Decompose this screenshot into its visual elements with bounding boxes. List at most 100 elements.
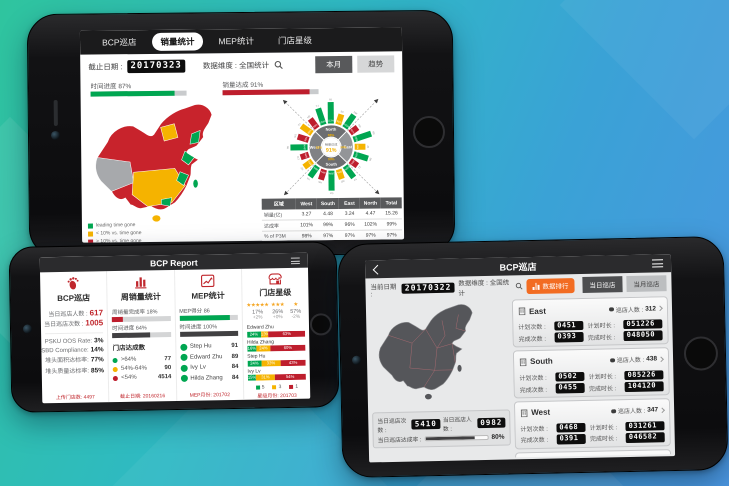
radial-bar: 95% SX bbox=[335, 110, 344, 126]
region-done-count-value: 0455 bbox=[555, 383, 586, 394]
tab-sales-stats[interactable]: 销量统计 bbox=[152, 32, 203, 51]
table-cell: 99% bbox=[316, 219, 340, 231]
radial-bar: 112% BJ bbox=[327, 98, 335, 124]
tab-store-stars[interactable]: 门店星级 bbox=[277, 35, 313, 46]
map-region-green bbox=[189, 129, 201, 145]
china-map-patrol[interactable] bbox=[370, 300, 510, 411]
menu-icon[interactable] bbox=[290, 257, 300, 264]
region-plan-count-label: 计划次数 : bbox=[520, 426, 548, 434]
region-plan-count-value: 0502 bbox=[555, 371, 585, 382]
people-dot-icon bbox=[609, 307, 614, 312]
panel-footer: MEP月份: 201702 bbox=[189, 392, 231, 399]
date-label: 当前日期 : bbox=[370, 283, 397, 298]
table-cell: 97% bbox=[381, 229, 403, 241]
table-cell: 销量(亿) bbox=[261, 209, 297, 221]
radial-bar-label: HN bbox=[318, 180, 322, 184]
radial-bar: 96% XJ bbox=[298, 122, 314, 136]
people-dot-icon bbox=[611, 408, 616, 414]
chevron-right-icon bbox=[657, 305, 663, 312]
date-label: 截止日期 : bbox=[88, 62, 123, 72]
summary-rate-label: 当日巡店达成率 : bbox=[377, 437, 422, 445]
region-card-south[interactable]: South 巡店人数 :438 计划次数 : 0502 计划时长 : 085226 完成次数… bbox=[512, 347, 670, 399]
radial-bar: 89%HE bbox=[307, 115, 320, 130]
day-patrol-button[interactable]: 当日巡店 bbox=[582, 276, 623, 293]
star-icons: ★ bbox=[293, 301, 298, 308]
sales-dashboard-screen: BCP巡店 销量统计 MEP统计 门店星级 截止日期 : 20170323 数据… bbox=[79, 27, 405, 243]
panel-weekly-sales: 周销量统计 周销量完成率 18% 时间进度 64% 门店达成数 >64% 77 54… bbox=[107, 269, 177, 403]
tab-bcp-patrol[interactable]: BCP巡店 bbox=[101, 37, 137, 48]
quadrant-pct: 92% bbox=[316, 146, 323, 150]
person-bar: 15% 31% 54% bbox=[247, 373, 306, 381]
month-patrol-button[interactable]: 当月巡店 bbox=[626, 275, 667, 293]
region-done-count-value: 0393 bbox=[554, 332, 584, 343]
person-score: 89 bbox=[231, 353, 239, 360]
data-rank-button[interactable]: 数据排行 bbox=[526, 277, 575, 294]
mep-person-row: Edward Zhu 89 bbox=[179, 353, 239, 361]
panel-footer: 截止日期: 20160216 bbox=[120, 393, 166, 400]
achieve-label: 54%-64% bbox=[120, 365, 148, 372]
panel-title: MEP统计 bbox=[191, 291, 225, 301]
achieve-value: 90 bbox=[164, 365, 172, 372]
radial-bar-pct: 99% bbox=[312, 165, 318, 171]
table-cell: % of P3M bbox=[262, 230, 297, 242]
region-plan-count-value: 0451 bbox=[554, 320, 584, 331]
quadrant-name: East bbox=[344, 144, 353, 149]
radial-bar-label: NM bbox=[353, 111, 358, 116]
quadrant-name: North bbox=[326, 127, 337, 132]
map-legend: leading time gone < 10% vs. time gone > 10… bbox=[87, 220, 142, 243]
radial-bar-label: TJ bbox=[316, 104, 320, 108]
china-map-sales[interactable] bbox=[85, 99, 258, 235]
radial-bar: 94% JS bbox=[354, 143, 369, 150]
camera-icon bbox=[50, 130, 61, 140]
bcp-stats: PSKU OOS Rate: 3% SBD Compliance: 14% 堆头面积达标… bbox=[41, 336, 104, 377]
quadrant-name: West bbox=[310, 145, 320, 150]
region-done-duration-label: 完成时长 : bbox=[587, 334, 616, 342]
achieve-row: <54% 4514 bbox=[113, 374, 171, 381]
metric-value: 1005 bbox=[85, 318, 104, 328]
stat-label: SBD Compliance: bbox=[41, 346, 89, 354]
person-bar-row: Edward Zhu 24% 13% 63% bbox=[247, 324, 306, 338]
region-people-value: 312 bbox=[645, 304, 657, 313]
menu-icon[interactable] bbox=[651, 259, 664, 268]
tab-mep-stats[interactable]: MEP统计 bbox=[218, 35, 254, 47]
person-avatar-icon bbox=[180, 364, 188, 372]
trend-button[interactable]: 趋势 bbox=[357, 55, 395, 73]
map-region-gray bbox=[95, 156, 134, 192]
achieve-row: >64% 77 bbox=[112, 356, 171, 363]
radial-bar-pct: 109% bbox=[327, 172, 334, 175]
region-plan-count-label: 计划次数 : bbox=[519, 375, 547, 383]
map-region-yellow bbox=[131, 168, 186, 207]
region-plan-duration-label: 计划时长 : bbox=[588, 374, 617, 381]
legend-swatch bbox=[88, 239, 94, 243]
region-card-west[interactable]: West 巡店人数 :347 计划次数 : 0468 计划时长 : 031261 完成次数 … bbox=[513, 397, 671, 450]
region-name: South bbox=[530, 356, 553, 367]
bcp-patrol-screen: BCP巡店 当前日期 : 20170322 数据维度 : 全国统计 数据排行 当… bbox=[364, 254, 676, 463]
table-cell: 达成率 bbox=[261, 219, 297, 232]
bg-chevron bbox=[559, 0, 729, 140]
sales-radial-chart[interactable]: 89%HE103%TJ112%BJ95%SX101%NM86%AH106%SD9… bbox=[264, 96, 399, 197]
region-plan-duration-value: 031261 bbox=[625, 421, 665, 432]
search-icon[interactable] bbox=[515, 282, 523, 290]
stat-label: 堆头面积达标率: bbox=[45, 357, 89, 365]
person-avatar-icon bbox=[180, 374, 188, 382]
region-stats: 计划次数 : 0451 计划时长 : 051226 完成次数 : 0393 完成时长 : 04… bbox=[518, 319, 663, 343]
region-done-count-label: 完成次数 : bbox=[519, 387, 548, 394]
search-icon[interactable] bbox=[274, 60, 283, 70]
region-card-north[interactable]: North巡店人数 :258计划次数 :0273计划时长 :025221完成次数… bbox=[514, 448, 672, 458]
quadrant-pct: 94% bbox=[340, 145, 347, 149]
radial-bar: 102% SH bbox=[352, 151, 372, 162]
stat-label: 堆头质量达标率: bbox=[45, 367, 90, 375]
summary-rate-value: 80% bbox=[491, 433, 505, 441]
table-cell: 97% bbox=[316, 230, 340, 241]
person-bar-row: Hilda Zhang 16% 24% 60% bbox=[247, 338, 306, 352]
axis-arrow-icon bbox=[282, 99, 288, 105]
month-button[interactable]: 本月 bbox=[315, 55, 353, 74]
panel-mep: MEP统计 MEP得分 86 时间进度 100% Step Hu 91 Edward… bbox=[174, 268, 245, 401]
time-progress-track bbox=[90, 90, 187, 97]
chevron-right-icon bbox=[658, 356, 664, 363]
star-group: ★★★★★ 17% +2% bbox=[246, 302, 268, 320]
radial-center-value: 91% bbox=[326, 148, 337, 154]
person-score: 84 bbox=[231, 374, 239, 381]
region-card-header: West 巡店人数 :347 bbox=[520, 401, 665, 422]
region-card-east[interactable]: East 巡店人数 :312 计划次数 : 0451 计划时长 : 051226 完成次数 … bbox=[511, 296, 669, 348]
